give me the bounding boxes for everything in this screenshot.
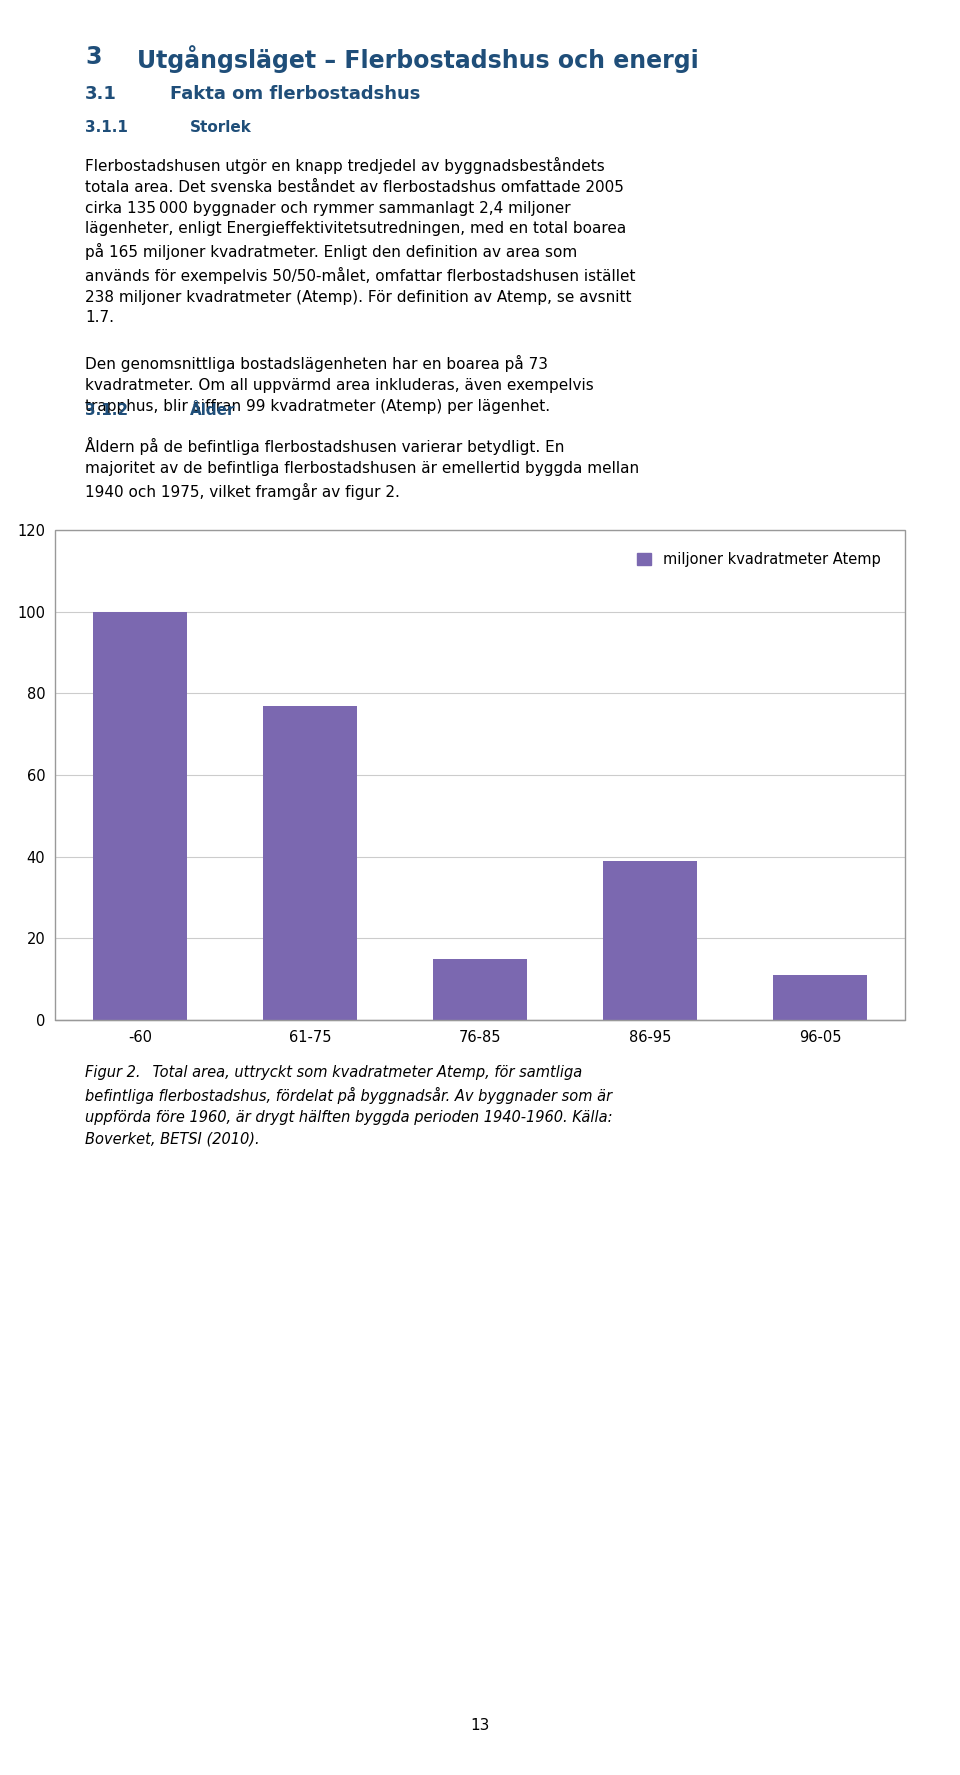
Text: 3.1.1: 3.1.1 [85,121,128,135]
Bar [773,974,867,1021]
Text: Utgångsläget – Flerbostadshus och energi: Utgångsläget – Flerbostadshus och energi [137,44,699,73]
Text: Den genomsnittliga bostadslägenheten har en boarea på 73
kvadratmeter. Om all up: Den genomsnittliga bostadslägenheten har… [85,355,593,414]
Text: Åldern på de befintliga flerbostadshusen varierar betydligt. En
majoritet av de : Åldern på de befintliga flerbostadshusen… [85,437,639,499]
Text: Fakta om flerbostadshus: Fakta om flerbostadshus [170,85,420,103]
Bar [433,959,527,1021]
Bar [93,612,187,1021]
Text: 3: 3 [85,44,102,69]
Text: 13: 13 [470,1718,490,1732]
Text: Flerbostadshusen utgör en knapp tredjedel av byggnadsbeståndets
totala area. Det: Flerbostadshusen utgör en knapp tredjede… [85,156,636,325]
Text: Figur 2.  Total area, uttryckt som kvadratmeter Atemp, för samtliga
befintliga f: Figur 2. Total area, uttryckt som kvadra… [85,1065,612,1147]
Legend: miljoner kvadratmeter Atemp: miljoner kvadratmeter Atemp [636,552,880,566]
Bar [603,861,697,1021]
Text: Storlek: Storlek [190,121,252,135]
Text: 3.1: 3.1 [85,85,117,103]
Text: Ålder: Ålder [190,403,235,417]
Text: 3.1.2: 3.1.2 [85,403,128,417]
Bar [263,706,357,1021]
